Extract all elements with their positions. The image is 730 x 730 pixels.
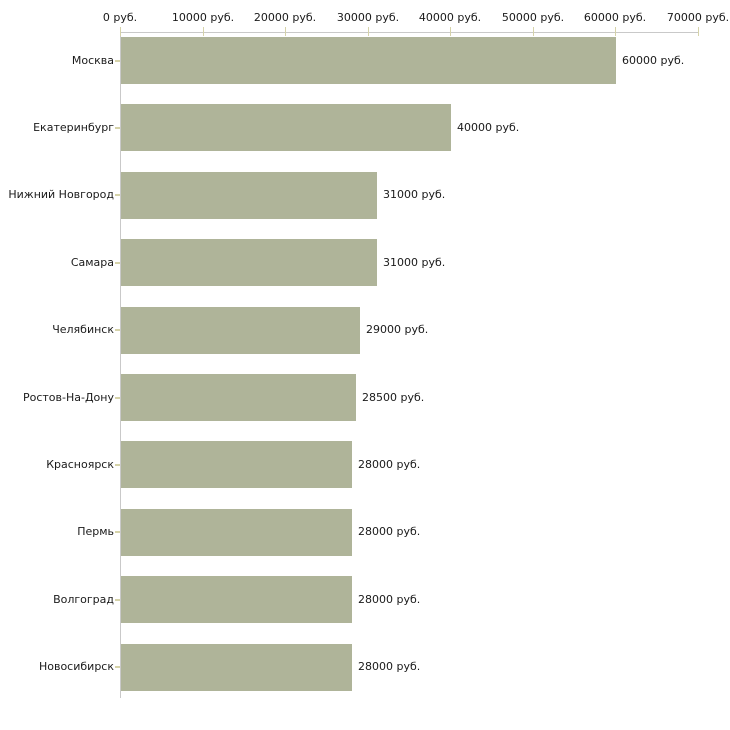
category-label: Пермь [77,525,114,538]
x-tick-label: 40000 руб. [418,11,482,24]
y-tick-mark [115,397,120,399]
y-tick-mark [115,127,120,129]
x-tick-mark [450,27,451,36]
category-label: Красноярск [46,458,114,471]
y-tick-mark [115,666,120,668]
value-label: 40000 руб. [457,121,520,134]
x-tick-label: 30000 руб. [336,11,400,24]
x-tick-mark [368,27,369,36]
x-tick-mark [285,27,286,36]
value-label: 28000 руб. [358,660,421,673]
y-axis-line [120,32,121,698]
category-label: Екатеринбург [33,121,114,134]
bar [121,576,352,623]
bar [121,172,377,219]
x-tick-label: 0 руб. [102,11,138,24]
category-label: Новосибирск [38,660,114,673]
category-label: Москва [71,54,114,67]
bar [121,644,352,691]
value-label: 31000 руб. [383,256,446,269]
value-label: 60000 руб. [622,54,685,67]
y-tick-mark [115,194,120,196]
x-tick-label: 10000 руб. [171,11,235,24]
category-label: Волгоград [53,593,114,606]
y-tick-mark [115,60,120,62]
y-tick-mark [115,329,120,331]
bar [121,509,352,556]
x-tick-label: 20000 руб. [253,11,317,24]
bar [121,239,377,286]
bar [121,104,451,151]
value-label: 28000 руб. [358,525,421,538]
y-tick-mark [115,464,120,466]
x-tick-mark [615,27,616,36]
bar [121,441,352,488]
x-tick-mark [120,27,121,36]
y-tick-mark [115,262,120,264]
value-label: 31000 руб. [383,188,446,201]
y-tick-mark [115,531,120,533]
x-tick-mark [533,27,534,36]
x-tick-label: 60000 руб. [583,11,647,24]
category-label: Ростов-На-Дону [22,391,114,404]
x-tick-mark [698,27,699,36]
bar [121,37,616,84]
category-label: Самара [70,256,114,269]
x-tick-label: 70000 руб. [666,11,730,24]
bar [121,374,356,421]
x-tick-label: 50000 руб. [501,11,565,24]
value-label: 28000 руб. [358,458,421,471]
bar [121,307,360,354]
value-label: 28000 руб. [358,593,421,606]
category-label: Челябинск [52,323,114,336]
value-label: 28500 руб. [362,391,425,404]
x-axis-line [120,32,699,33]
value-label: 29000 руб. [366,323,429,336]
category-label: Нижний Новгород [8,188,114,201]
x-tick-mark [203,27,204,36]
y-tick-mark [115,599,120,601]
